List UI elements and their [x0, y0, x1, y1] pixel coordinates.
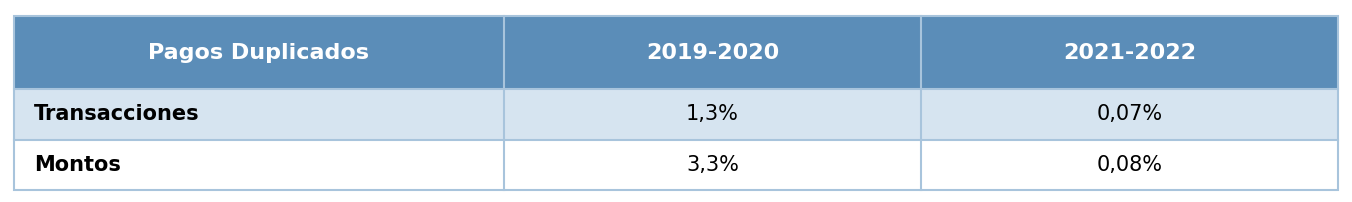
- Text: 1,3%: 1,3%: [685, 104, 740, 124]
- Bar: [14, 16, 1338, 190]
- Text: Transacciones: Transacciones: [34, 104, 200, 124]
- Bar: [14, 16, 1338, 89]
- Text: 0,07%: 0,07%: [1096, 104, 1163, 124]
- Bar: [14, 140, 1338, 190]
- Text: 2019-2020: 2019-2020: [646, 43, 779, 63]
- Text: Montos: Montos: [34, 155, 120, 175]
- Text: 2021-2022: 2021-2022: [1063, 43, 1197, 63]
- Text: 0,08%: 0,08%: [1096, 155, 1163, 175]
- Text: 3,3%: 3,3%: [685, 155, 740, 175]
- Bar: [14, 89, 1338, 140]
- Text: Pagos Duplicados: Pagos Duplicados: [149, 43, 369, 63]
